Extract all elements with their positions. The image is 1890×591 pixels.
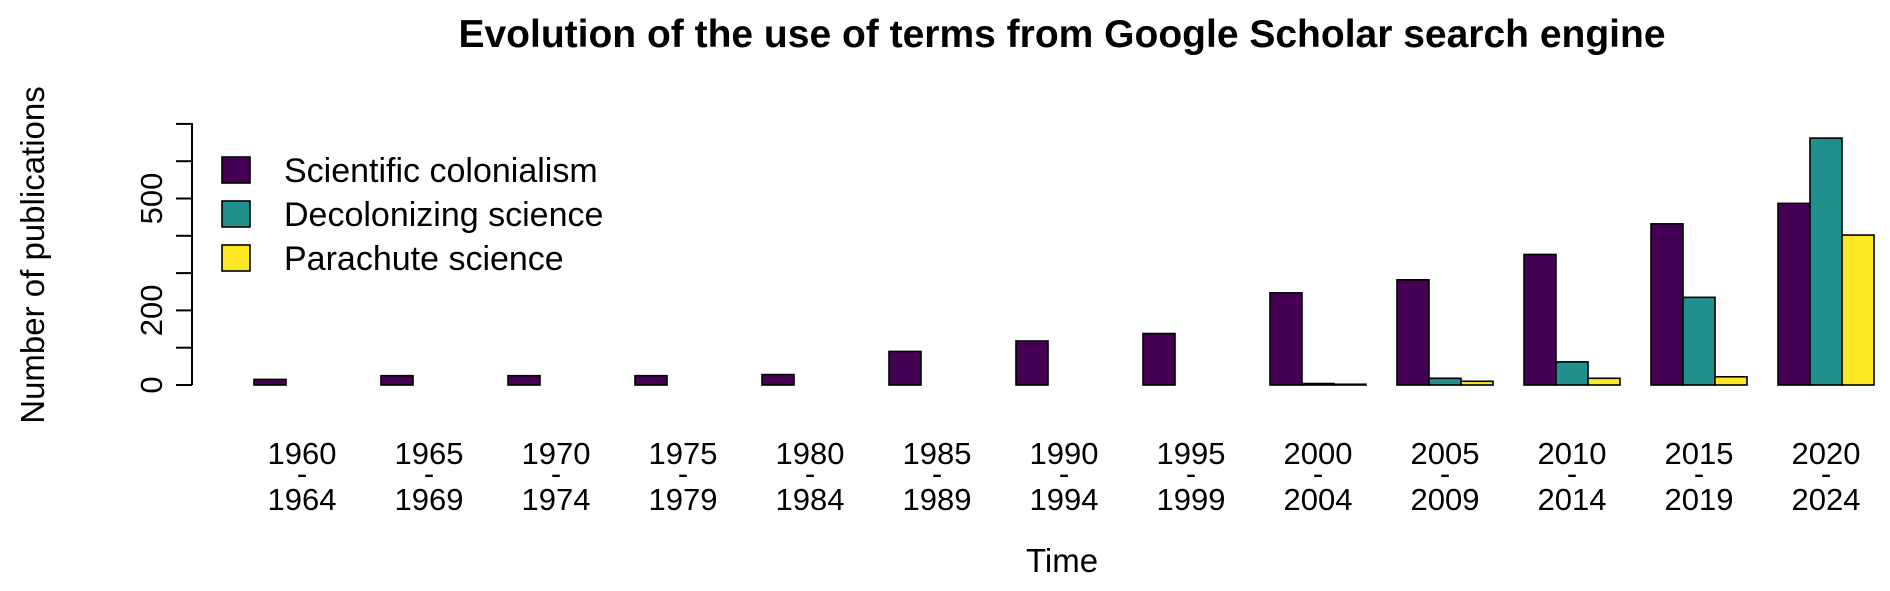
x-tick-label: 1965 -1969 <box>395 436 464 517</box>
bar <box>1587 377 1621 386</box>
legend-swatch <box>221 200 251 228</box>
x-tick-label: 1960 -1964 <box>268 436 337 517</box>
legend-swatch <box>221 244 251 272</box>
bar <box>1682 296 1716 386</box>
x-axis-label: Time <box>1026 542 1098 579</box>
bar <box>761 373 795 386</box>
legend-label: Scientific colonialism <box>284 152 598 190</box>
x-tick-label: 2005 -2009 <box>1411 436 1480 517</box>
bars-group <box>253 137 1875 386</box>
bar <box>1555 361 1589 386</box>
bar <box>1714 375 1748 386</box>
x-tick-label: 1980 -1984 <box>776 436 845 517</box>
legend-swatch <box>221 156 251 184</box>
bar <box>1333 383 1367 386</box>
bar <box>1460 380 1494 386</box>
legend: Scientific colonialism Decolonizing scien… <box>221 152 603 278</box>
x-tick-label: 1985 -1989 <box>903 436 972 517</box>
y-axis: 0 200 500 <box>134 122 193 394</box>
bar <box>1269 292 1303 386</box>
bar <box>1523 253 1557 386</box>
x-tick-label: 2000 -2004 <box>1284 436 1353 517</box>
x-tick-label: 1995 -1999 <box>1157 436 1226 517</box>
bar <box>1015 340 1049 386</box>
chart-title: Evolution of the use of terms from Googl… <box>458 13 1665 56</box>
legend-label: Parachute science <box>284 240 564 278</box>
x-tick-label: 1990 -1994 <box>1030 436 1099 517</box>
x-tick-label: 1970 -1974 <box>522 436 591 517</box>
bar <box>1396 279 1430 386</box>
y-tick-label: 500 <box>134 173 169 225</box>
bar <box>1650 223 1684 386</box>
bar <box>888 350 922 386</box>
y-axis-label: Number of publications <box>14 86 51 424</box>
bar <box>1841 234 1875 386</box>
bar <box>1777 202 1811 386</box>
bar <box>1301 382 1335 386</box>
bar <box>1428 377 1462 386</box>
bar <box>634 374 668 386</box>
legend-label: Decolonizing science <box>284 196 603 234</box>
bar <box>1809 137 1843 386</box>
x-tick-label: 2015 -2019 <box>1665 436 1734 517</box>
bar <box>380 374 414 386</box>
x-tick-label: 2010 -2014 <box>1538 436 1607 517</box>
bar <box>507 374 541 386</box>
y-tick-label: 0 <box>134 376 169 393</box>
y-tick-label: 200 <box>134 285 169 337</box>
x-tick-label: 2020 -2024 <box>1792 436 1861 517</box>
bar <box>253 378 287 386</box>
x-tick-label: 1975 -1979 <box>649 436 718 517</box>
x-tick-labels: 1960 -1964 1965 -1969 1970 -1974 1975 -1979 1980… <box>268 436 1861 517</box>
bar <box>1142 332 1176 386</box>
